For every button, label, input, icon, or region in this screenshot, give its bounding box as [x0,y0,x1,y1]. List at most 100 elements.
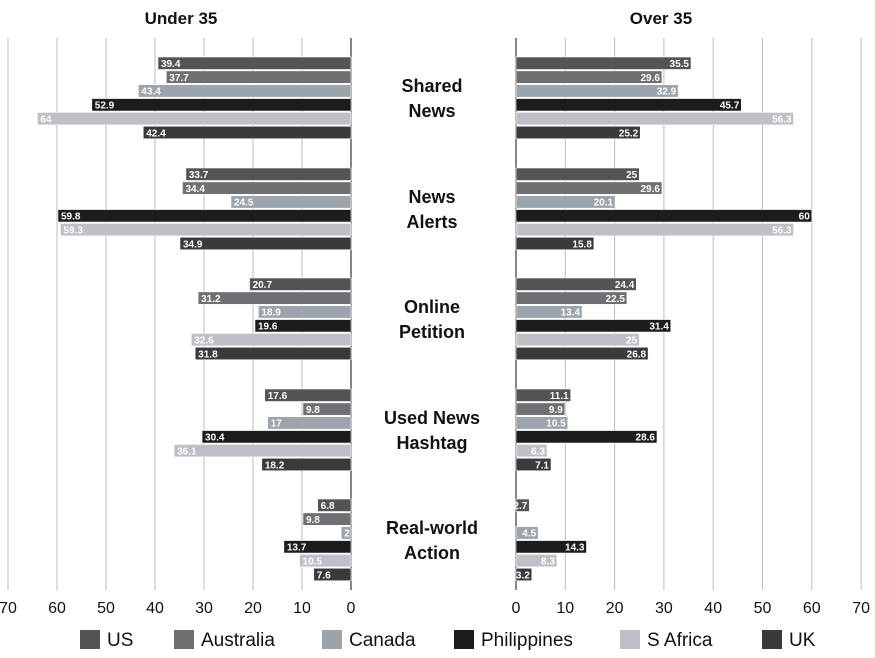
over35-bar-label-uk: 15.8 [572,239,592,250]
category-label: Shared [401,76,462,96]
over35-bar-uk [515,346,649,361]
under35-bar-s-africa [173,444,352,458]
under35-bar-label-us: 39.4 [161,59,181,70]
over35-bar-canada [515,526,539,540]
under35-bar-us [185,167,352,181]
category-label: Online [404,297,460,317]
left-x-tick-label: 10 [293,600,311,617]
left-x-tick-label: 50 [97,600,115,617]
right-x-tick-label: 10 [556,600,574,617]
under35-bar-canada [138,84,352,98]
over35-bar-australia [515,181,663,195]
under35-bar-us [249,277,352,291]
under35-bar-canada [230,195,352,209]
left-x-tick-label: 70 [0,600,17,617]
over35-bar-uk [515,125,641,140]
under35-bar-label-us: 33.7 [189,170,209,181]
over35-bar-s-africa [515,444,548,458]
under35-bar-label-philippines: 52.9 [95,101,115,112]
over35-bar-us [515,167,640,181]
under35-bar-label-australia: 9.8 [306,405,320,416]
right-x-tick-label: 60 [803,600,821,617]
under35-bar-s-africa [60,223,352,237]
legend-swatch-australia [174,630,194,649]
under35-bar-australia [302,512,352,526]
over35-bar-philippines [515,430,658,444]
right-x-tick-label: 40 [704,600,722,617]
under35-bar-australia [197,291,352,305]
over35-bar-s-africa [515,112,794,126]
over35-bar-label-s-africa: 6.3 [531,446,545,457]
legend-label-australia: Australia [201,630,275,651]
under35-bar-label-uk: 42.4 [146,128,166,139]
over35-bar-label-uk: 3.2 [516,570,530,581]
legend-label-s-africa: S Africa [647,630,713,651]
under35-bar-label-canada: 24.5 [234,198,254,209]
over35-bar-label-us: 11.1 [550,391,569,402]
under35-bar-label-s-africa: 36.1 [177,446,197,457]
under35-bar-label-philippines: 13.7 [287,543,307,554]
category-label: Real-world [386,518,478,538]
under35-bar-canada [340,526,352,540]
over35-bar-label-australia: 29.6 [640,184,660,195]
category-label: Petition [399,322,465,342]
category-label: Hashtag [396,433,467,453]
left-x-tick-label: 0 [347,600,356,617]
legend-swatch-s-africa [620,630,640,649]
over35-bar-label-canada: 4.5 [522,529,536,540]
over35-bar-label-philippines: 45.7 [720,101,740,112]
over35-bar-canada [515,195,616,209]
under35-bar-label-uk: 7.6 [317,570,331,581]
under35-bar-label-australia: 34.4 [185,184,205,195]
over35-bar-s-africa [515,223,794,237]
right-x-tick-label: 30 [655,600,673,617]
over35-bar-philippines [515,98,742,112]
under35-bar-us [264,388,352,402]
under35-bar-us [157,56,352,70]
under35-bar-label-canada: 43.4 [141,87,161,98]
under35-bar-philippines [57,209,352,223]
legend-swatch-uk [762,630,782,649]
under35-bar-canada [267,416,352,430]
over35-bar-label-uk: 25.2 [619,128,639,139]
over35-bar-label-s-africa: 56.3 [772,114,792,125]
over35-bar-label-us: 24.4 [615,280,635,291]
under35-bar-label-uk: 18.2 [265,460,285,471]
category-label: Used News [384,408,480,428]
under35-bar-label-us: 20.7 [253,280,273,291]
under35-bar-philippines [283,540,352,554]
under35-bar-label-australia: 9.8 [306,515,320,526]
under35-bar-philippines [201,430,352,444]
under35-bar-label-australia: 31.2 [201,294,221,305]
over35-bar-canada [515,84,679,98]
over35-bar-label-canada: 13.4 [561,308,581,319]
over35-bar-label-us: 35.5 [670,59,690,70]
under35-bar-australia [182,181,352,195]
right-x-tick-label: 20 [606,600,624,617]
under35-bar-label-philippines: 19.6 [258,322,278,333]
under35-bar-label-us: 17.6 [268,391,288,402]
legend-label-uk: UK [789,630,816,651]
over35-bar-philippines [515,319,672,333]
legend-swatch-philippines [454,630,474,649]
right-x-tick-label: 0 [512,600,521,617]
over35-bar-us [515,277,637,291]
over35-bar-s-africa [515,554,558,568]
legend-label-canada: Canada [349,630,416,651]
left-x-tick-label: 30 [195,600,213,617]
over35-bar-label-uk: 26.8 [627,349,647,360]
category-label: Action [404,543,460,563]
panel-title-under-35: Under 35 [145,9,218,28]
over35-bar-label-canada: 32.9 [657,87,677,98]
under35-bar-uk [313,567,352,582]
under35-bar-label-s-africa: 59.3 [63,225,83,236]
over35-bar-canada [515,416,569,430]
left-x-tick-label: 20 [244,600,262,617]
over35-bar-label-s-africa: 25 [626,335,638,346]
over35-bar-us [515,388,572,402]
under35-bar-s-africa [190,333,352,347]
right-x-tick-label: 70 [852,600,870,617]
over35-bar-label-uk: 7.1 [535,460,549,471]
under35-bar-label-canada: 17 [271,419,283,430]
over35-bar-label-philippines: 28.6 [636,433,656,444]
